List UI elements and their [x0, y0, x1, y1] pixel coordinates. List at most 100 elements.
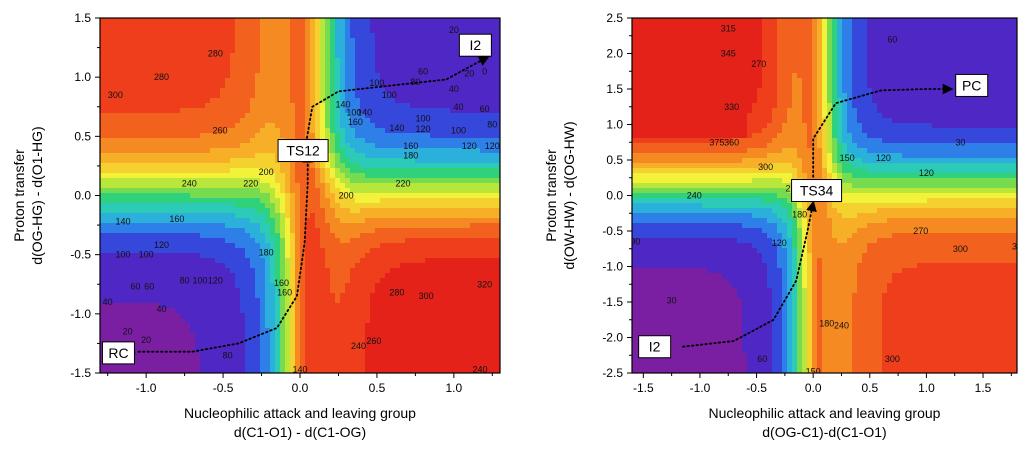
heatmap-cell	[170, 88, 176, 94]
heatmap-cell	[190, 318, 196, 324]
heatmap-cell	[485, 253, 491, 259]
heatmap-cell	[225, 208, 231, 214]
heatmap-cell	[385, 83, 391, 89]
heatmap-cell	[140, 133, 146, 139]
heatmap-cell	[290, 73, 296, 79]
heatmap-cell	[465, 78, 471, 84]
heatmap-cell	[180, 28, 186, 34]
heatmap-cell	[415, 268, 421, 274]
heatmap-cell	[170, 138, 176, 144]
heatmap-cell	[140, 103, 146, 109]
heatmap-cell	[270, 178, 276, 184]
heatmap-cell	[150, 43, 156, 49]
heatmap-cell	[205, 33, 211, 39]
heatmap-cell	[145, 278, 151, 284]
heatmap-cell	[180, 73, 186, 79]
heatmap-cell	[300, 308, 306, 314]
heatmap-cell	[450, 238, 456, 244]
heatmap-cell	[165, 108, 171, 114]
heatmap-cell	[320, 93, 326, 99]
heatmap-cell	[175, 143, 181, 149]
heatmap-cell	[125, 288, 131, 294]
heatmap-cell	[250, 168, 256, 174]
heatmap-cell	[110, 28, 116, 34]
heatmap-cell	[105, 103, 111, 109]
heatmap-cell	[390, 78, 396, 84]
heatmap-cell	[455, 223, 461, 229]
heatmap-cell	[175, 328, 181, 334]
heatmap-cell	[200, 218, 206, 224]
heatmap-cell	[370, 263, 376, 269]
heatmap-cell	[300, 243, 306, 249]
heatmap-cell	[350, 228, 356, 234]
heatmap-cell	[425, 298, 431, 304]
heatmap-cell	[100, 98, 106, 104]
heatmap-cell	[365, 63, 371, 69]
heatmap-cell	[240, 248, 246, 254]
heatmap-cell	[175, 48, 181, 54]
heatmap-cell	[450, 228, 456, 234]
heatmap-cell	[485, 313, 491, 319]
heatmap-cell	[115, 93, 121, 99]
heatmap-cell	[260, 48, 266, 54]
heatmap-cell	[355, 83, 361, 89]
heatmap-cell	[380, 218, 386, 224]
heatmap-cell	[330, 258, 336, 264]
heatmap-cell	[440, 143, 446, 149]
heatmap-cell	[125, 213, 131, 219]
heatmap-cell	[415, 63, 421, 69]
heatmap-cell	[115, 223, 121, 229]
heatmap-cell	[275, 118, 281, 124]
heatmap-cell	[360, 93, 366, 99]
heatmap-cell	[105, 253, 111, 259]
heatmap-cell	[165, 68, 171, 74]
heatmap-cell	[165, 223, 171, 229]
heatmap-cell	[250, 33, 256, 39]
heatmap-cell	[220, 148, 226, 154]
heatmap-cell	[450, 113, 456, 119]
heatmap-cell	[205, 178, 211, 184]
heatmap-cell	[155, 268, 161, 274]
heatmap-cell	[180, 103, 186, 109]
heatmap-cell	[385, 243, 391, 249]
heatmap-cell	[150, 78, 156, 84]
heatmap-cell	[300, 263, 306, 269]
heatmap-cell	[230, 268, 236, 274]
heatmap-cell	[370, 73, 376, 79]
heatmap-cell	[110, 223, 116, 229]
heatmap-cell	[215, 208, 221, 214]
heatmap-cell	[405, 203, 411, 209]
heatmap-cell	[125, 148, 131, 154]
heatmap-cell	[255, 268, 261, 274]
heatmap-cell	[230, 278, 236, 284]
heatmap-cell	[350, 148, 356, 154]
heatmap-cell	[480, 278, 486, 284]
heatmap-cell	[475, 268, 481, 274]
heatmap-cell	[160, 158, 166, 164]
heatmap-cell	[490, 293, 496, 299]
heatmap-cell	[310, 48, 316, 54]
heatmap-cell	[420, 128, 426, 134]
heatmap-cell	[205, 328, 211, 334]
heatmap-cell	[475, 133, 481, 139]
heatmap-cell	[455, 323, 461, 329]
heatmap-cell	[295, 18, 301, 24]
heatmap-cell	[425, 123, 431, 129]
heatmap-cell	[290, 203, 296, 209]
heatmap-cell	[340, 243, 346, 249]
heatmap-cell	[125, 203, 131, 209]
heatmap-cell	[340, 218, 346, 224]
heatmap-cell	[200, 288, 206, 294]
heatmap-cell	[370, 253, 376, 259]
heatmap-cell	[300, 88, 306, 94]
heatmap-cell	[435, 233, 441, 239]
heatmap-cell	[330, 113, 336, 119]
heatmap-cell	[315, 58, 321, 64]
heatmap-cell	[125, 188, 131, 194]
heatmap-cell	[465, 83, 471, 89]
heatmap-cell	[195, 273, 201, 279]
heatmap-cell	[365, 183, 371, 189]
heatmap-cell	[110, 148, 116, 154]
heatmap-cell	[390, 228, 396, 234]
heatmap-cell	[170, 213, 176, 219]
